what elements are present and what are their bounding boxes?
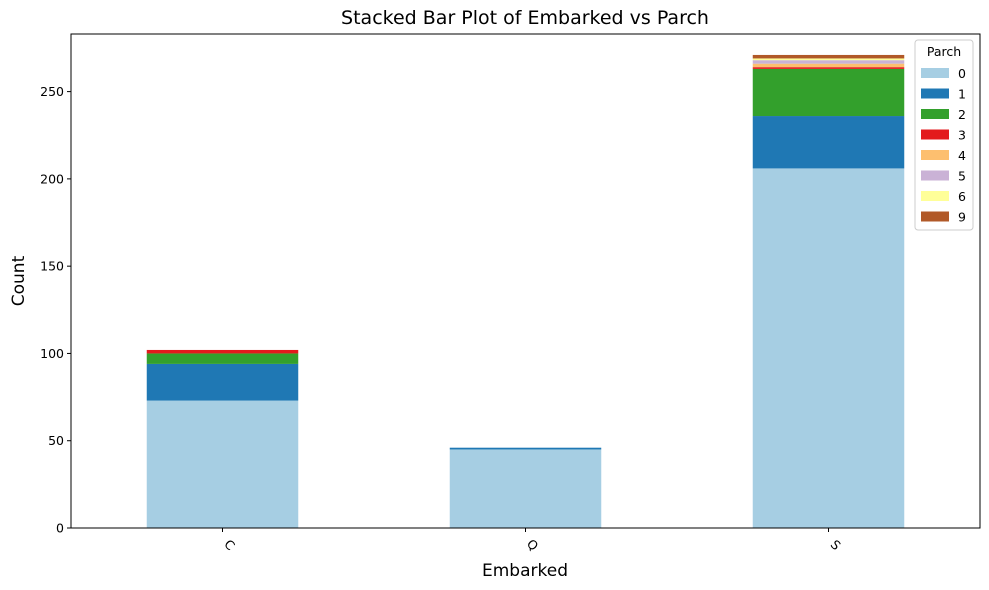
y-axis-label: Count	[9, 255, 29, 306]
legend-swatch-6	[921, 191, 949, 201]
bar-S-parch-6	[752, 58, 905, 61]
legend-swatch-0	[921, 68, 949, 78]
legend-label-4: 4	[958, 148, 966, 163]
y-axis: 0 50 100 150 200 250	[40, 84, 71, 536]
bar-S-parch-1	[752, 116, 905, 169]
y-tick-label: 150	[40, 259, 64, 274]
bar-S-parch-4	[752, 63, 905, 68]
legend-swatch-5	[921, 170, 949, 181]
y-tick-label: 50	[48, 433, 64, 448]
bar-C-parch-3	[146, 349, 299, 354]
y-tick-label: 250	[40, 84, 64, 99]
y-tick-label: 0	[56, 521, 64, 536]
bar-S-parch-9	[752, 54, 905, 59]
bar-C-parch-1	[146, 363, 299, 401]
bar-S-parch-2	[752, 68, 905, 117]
x-tick-label-Q: Q	[524, 536, 542, 554]
legend-title: Parch	[927, 44, 961, 59]
bar-S-parch-5	[752, 60, 905, 64]
x-axis-label: Embarked	[482, 561, 568, 581]
bar-C-parch-0	[146, 400, 299, 528]
legend-swatch-9	[921, 211, 949, 222]
legend-label-5: 5	[958, 169, 966, 184]
bar-S-parch-0	[752, 168, 905, 528]
y-tick-label: 200	[40, 171, 64, 186]
y-tick-label: 100	[40, 346, 64, 361]
chart-title: Stacked Bar Plot of Embarked vs Parch	[341, 7, 709, 29]
x-tick-label-C: C	[221, 536, 238, 553]
legend-swatch-3	[921, 129, 949, 140]
legend-label-1: 1	[958, 87, 966, 102]
bar-S-parch-3	[752, 67, 905, 69]
legend: Parch 0 1 2 3 4 5 6 9	[914, 39, 974, 231]
x-tick-label-S: S	[828, 537, 844, 553]
bar-Q-parch-1	[449, 447, 602, 450]
legend-swatch-2	[921, 109, 949, 119]
bars-group	[146, 54, 905, 528]
legend-label-3: 3	[958, 128, 966, 143]
legend-swatch-4	[921, 150, 949, 160]
bar-Q-parch-0	[449, 449, 602, 528]
legend-label-9: 9	[958, 210, 966, 225]
legend-label-6: 6	[958, 189, 966, 204]
legend-label-0: 0	[958, 66, 966, 81]
legend-label-2: 2	[958, 107, 966, 122]
legend-swatch-1	[921, 88, 949, 99]
bar-C-parch-2	[146, 353, 299, 364]
